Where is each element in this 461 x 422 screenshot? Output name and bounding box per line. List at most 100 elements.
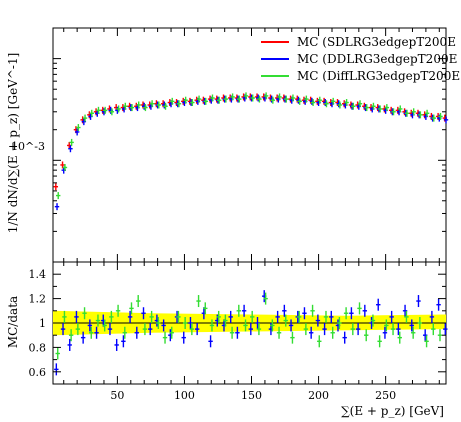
ratio-xtick-label: 150 [241, 389, 262, 402]
main-point-s2 [237, 95, 242, 103]
ratio-point-s0 [409, 319, 414, 332]
ratio-xtick-label: 50 [110, 389, 124, 402]
ratio-point-s1 [182, 317, 188, 329]
ratio-point-s1 [89, 326, 94, 339]
main-point-s1 [54, 203, 60, 211]
main-point-s2 [270, 96, 276, 104]
ratio-point-s0 [127, 310, 133, 323]
ratio-point-s0 [275, 310, 280, 323]
ratio-point-s0 [429, 310, 435, 323]
ratio-point-s0 [329, 310, 334, 323]
ratio-point-s1 [410, 326, 416, 339]
main-point-s2 [149, 100, 155, 108]
main-point-s2 [371, 102, 376, 110]
main-point-s2 [431, 114, 436, 122]
main-point-s2 [143, 104, 148, 112]
ratio-point-s1 [203, 302, 208, 315]
ratio-point-s0 [94, 326, 99, 339]
ratio-point-s1 [417, 317, 423, 329]
ratio-point-s0 [349, 307, 354, 320]
ratio-point-s0 [181, 331, 186, 344]
main-point-s2 [116, 105, 121, 113]
ratio-point-s0 [422, 329, 428, 342]
ratio-point-s0 [74, 310, 79, 323]
ratio-point-s0 [342, 331, 347, 344]
main-point-s1 [74, 128, 80, 136]
ratio-point-s0 [443, 323, 448, 336]
ratio-point-s0 [228, 310, 233, 323]
ratio-point-s0 [87, 319, 93, 332]
main-point-s2 [351, 102, 356, 110]
ratio-point-s1 [377, 335, 382, 348]
ratio-point-s1 [424, 335, 429, 348]
legend-entry: MC (DDLRG3edgepT200E [297, 52, 457, 66]
legend-entry: MC (DiffLRG3edgepT200E [297, 69, 460, 83]
ratio-point-s1 [350, 323, 356, 336]
main-ylabel: 1/N dN/d∑(E + p_z) [GeV^-1] [6, 53, 20, 234]
main-point-s2 [257, 95, 262, 103]
ratio-point-s0 [107, 323, 113, 336]
main-point-s2 [76, 124, 81, 132]
main-point-s2 [136, 101, 141, 109]
main-point-s1 [81, 118, 87, 126]
ratio-point-s0 [376, 298, 381, 311]
ratio-point-s0 [208, 335, 213, 348]
ratio-point-s0 [288, 319, 294, 332]
main-point-s2 [317, 96, 322, 104]
main-point-s0 [60, 161, 65, 169]
ratio-point-s1 [404, 310, 409, 323]
main-point-s2 [123, 102, 128, 110]
ratio-point-s1 [317, 335, 322, 348]
main-point-s2 [377, 105, 383, 113]
main-point-s1 [68, 145, 73, 153]
ratio-point-s0 [282, 304, 287, 317]
ratio-point-s0 [161, 319, 166, 332]
ratio-point-s1 [364, 329, 369, 342]
ratio-point-s1 [296, 310, 302, 323]
ratio-point-s0 [241, 304, 247, 317]
main-point-s1 [443, 116, 449, 124]
main-point-s2 [384, 104, 390, 112]
main-point-s2 [170, 97, 175, 105]
ratio-ytick-label: 1.4 [29, 268, 47, 281]
ratio-point-s1 [330, 326, 335, 339]
main-point-s2 [411, 108, 416, 116]
ratio-point-s1 [223, 314, 228, 327]
ratio-point-s1 [250, 310, 255, 323]
legend-entry: MC (SDLRG3edgepT200E [297, 35, 456, 49]
ratio-point-s0 [121, 335, 126, 348]
ratio-point-s1 [310, 304, 315, 317]
ratio-point-s1 [95, 314, 101, 327]
ratio-xtick-label: 100 [174, 389, 195, 402]
main-ytick-label: 10^-3 [11, 140, 45, 153]
ratio-point-s1 [384, 319, 389, 332]
ratio-point-s1 [176, 310, 181, 323]
ratio-point-s1 [149, 310, 154, 323]
ratio-point-s1 [189, 323, 195, 336]
ratio-point-s1 [243, 319, 248, 332]
main-point-s2 [263, 92, 269, 100]
ratio-ytick-label: 1.2 [29, 293, 47, 306]
main-point-s2 [89, 109, 94, 117]
ratio-point-s1 [390, 323, 396, 336]
ratio-point-s0 [60, 323, 66, 336]
main-point-s2 [297, 97, 302, 105]
ratio-point-s0 [134, 326, 140, 339]
ratio-point-s1 [169, 326, 174, 339]
main-point-s2 [418, 111, 423, 119]
main-point-s2 [216, 96, 222, 104]
ratio-point-s1 [129, 302, 134, 315]
ratio-point-s1 [82, 307, 87, 320]
ratio-point-s0 [80, 331, 86, 344]
ratio-xtick-label: 200 [308, 389, 329, 402]
main-point-s2 [277, 93, 282, 101]
ratio-point-s1 [303, 323, 309, 336]
ratio-point-s1 [437, 329, 443, 342]
main-point-s2 [230, 93, 235, 101]
ratio-point-s1 [55, 347, 60, 360]
ratio-point-s0 [308, 326, 314, 339]
main-point-s2 [102, 106, 108, 114]
main-point-s2 [398, 105, 403, 113]
ratio-point-s1 [136, 295, 141, 308]
ratio-xlabel: ∑(E + p_z) [GeV] [341, 404, 444, 418]
